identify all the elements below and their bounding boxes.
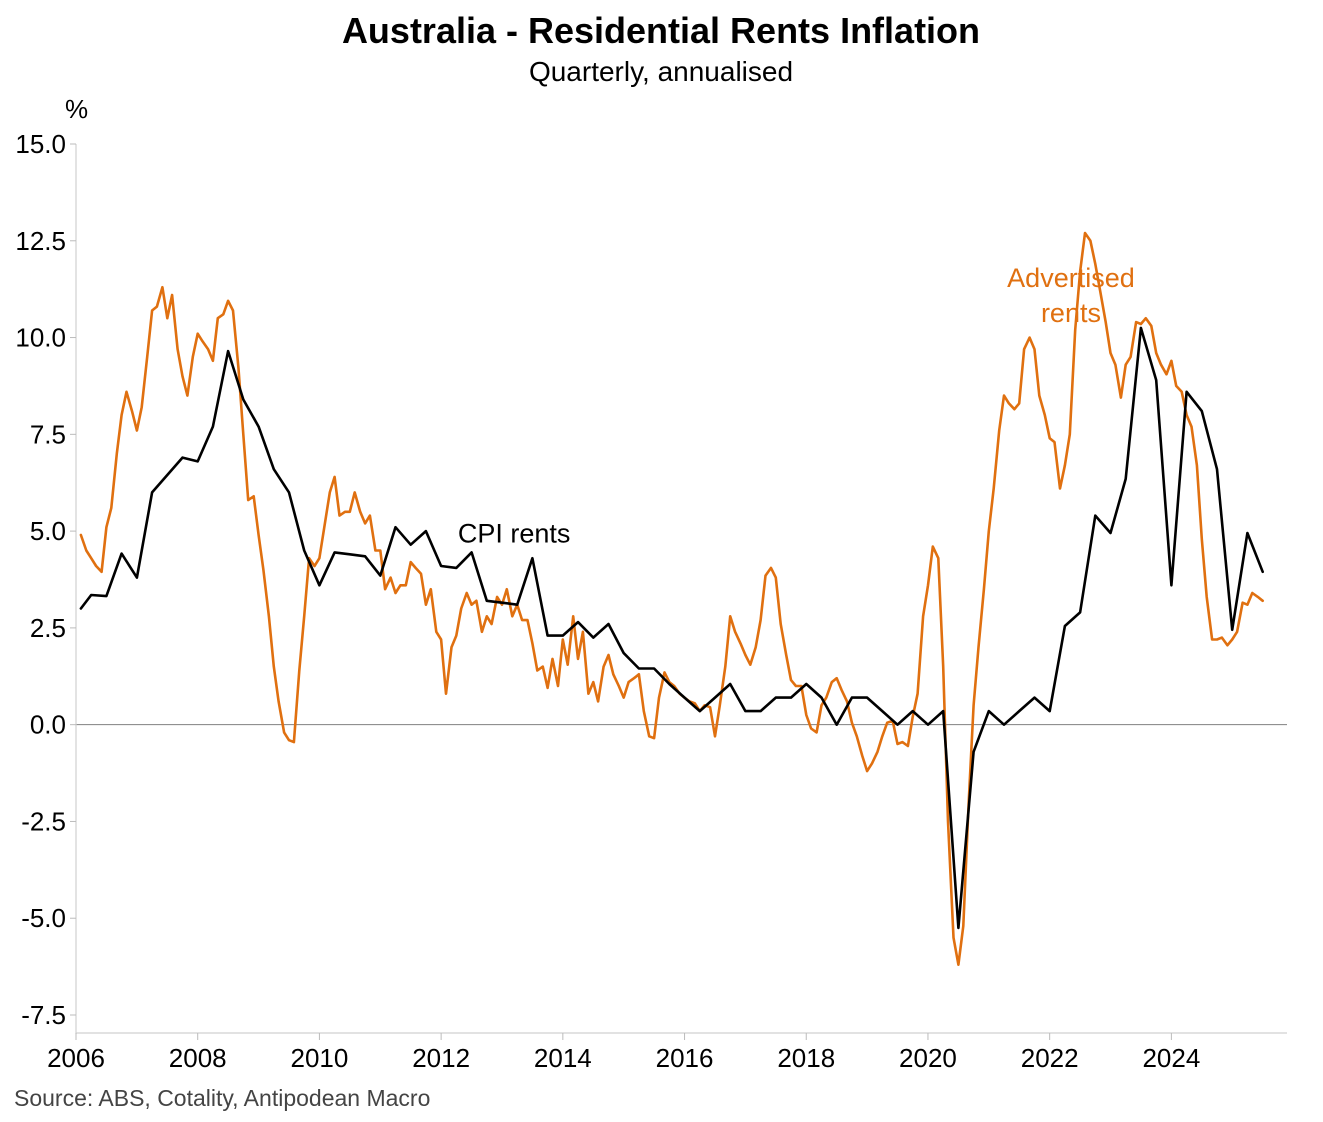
series-label-line: Advertised — [1007, 263, 1135, 293]
series-line-cpi-rents — [79, 326, 1264, 930]
y-tick-label: 15.0 — [15, 129, 66, 159]
source-note: Source: ABS, Cotality, Antipodean Macro — [14, 1085, 430, 1111]
x-tick-label: 2016 — [656, 1043, 714, 1073]
y-tick-label: 10.0 — [15, 323, 66, 353]
y-tick-label: -5.0 — [21, 903, 66, 933]
x-tick-label: 2020 — [899, 1043, 957, 1073]
x-tick-label: 2010 — [290, 1043, 348, 1073]
chart-title: Australia - Residential Rents Inflation — [342, 10, 980, 51]
y-tick-label: -7.5 — [21, 1000, 66, 1030]
x-tick-label: 2012 — [412, 1043, 470, 1073]
series-label-cpi-rents: CPI rents — [458, 519, 571, 549]
series-label-advertised-rents: Advertised rents — [1007, 263, 1135, 328]
y-tick-label: 12.5 — [15, 226, 66, 256]
y-tick-label: 7.5 — [30, 419, 66, 449]
series-cpi-rents — [79, 326, 1264, 930]
series-label-line: rents — [1041, 298, 1101, 328]
series-labels: Advertised rents CPI rents — [458, 263, 1135, 548]
x-tick-label: 2014 — [534, 1043, 592, 1073]
series-advertised-rents — [79, 231, 1264, 966]
y-tick-label: -2.5 — [21, 806, 66, 836]
y-axis-unit-label: % — [65, 94, 88, 124]
series-line-advertised-rents — [79, 231, 1264, 966]
x-tick-label: 2022 — [1021, 1043, 1079, 1073]
x-tick-label: 2018 — [777, 1043, 835, 1073]
y-tick-label: 2.5 — [30, 613, 66, 643]
x-tick-label: 2024 — [1142, 1043, 1200, 1073]
x-tick-label: 2008 — [169, 1043, 227, 1073]
chart-subtitle: Quarterly, annualised — [529, 56, 793, 87]
axes: 15.0 12.5 10.0 7.5 5.0 2.5 0.0 -2.5 -5.0 -7.5 2006… — [15, 129, 1287, 1073]
series-label-line: CPI rents — [458, 519, 571, 549]
y-tick-label: 5.0 — [30, 516, 66, 546]
series-layer — [79, 231, 1264, 966]
y-tick-label: 0.0 — [30, 710, 66, 740]
x-tick-label: 2006 — [47, 1043, 105, 1073]
